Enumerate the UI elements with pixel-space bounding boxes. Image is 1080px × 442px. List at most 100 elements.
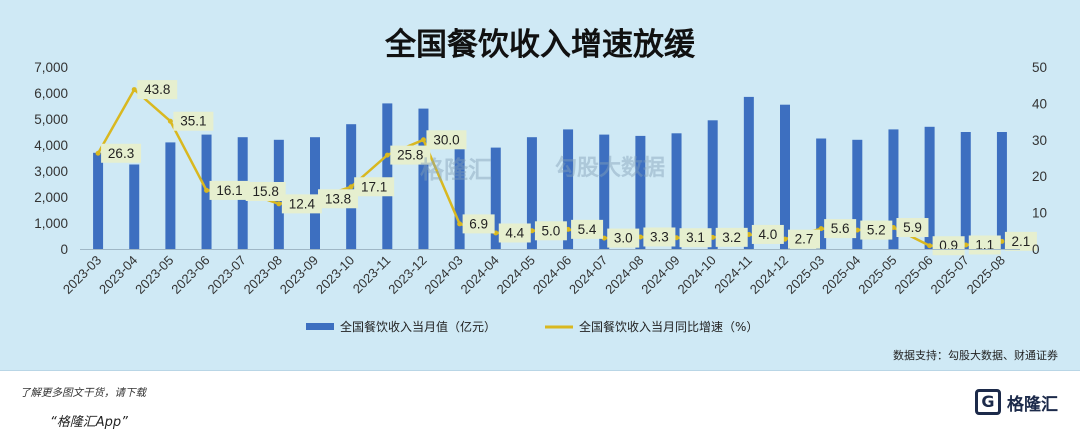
- x-tick-label: 2025-03: [783, 253, 827, 297]
- data-label-box: [498, 223, 531, 243]
- data-label: 3.0: [614, 231, 633, 246]
- data-label-box: [607, 228, 640, 248]
- data-label: 17.1: [361, 179, 387, 194]
- data-label: 3.1: [686, 230, 705, 245]
- x-tick-label: 2023-08: [241, 253, 285, 297]
- y-right-tick-label: 10: [1032, 206, 1047, 221]
- y-right-tick-label: 40: [1032, 96, 1047, 111]
- data-label: 6.9: [469, 216, 488, 231]
- data-label-box: [860, 220, 893, 240]
- brand-name: 格隆汇: [1007, 394, 1058, 415]
- x-tick-label: 2023-07: [204, 253, 248, 297]
- data-label-box: [824, 219, 857, 239]
- data-label: 30.0: [433, 132, 459, 147]
- chart-canvas: 全国餐饮收入增速放缓 26.3 43.8 35.1 16.1 15.8 12.4 13.8 1…: [34, 27, 1058, 362]
- data-label: 5.2: [867, 223, 886, 238]
- x-tick-label: 2025-05: [855, 253, 899, 297]
- legend-bar-label: 全国餐饮收入当月值（亿元）: [340, 319, 496, 334]
- x-tick-label: 2023-06: [168, 253, 212, 297]
- legend-line-label: 全国餐饮收入当月同比增速（%）: [579, 319, 758, 334]
- bar: [454, 142, 465, 249]
- bar: [888, 129, 899, 249]
- line-point: [131, 87, 137, 93]
- chart-title: 全国餐饮收入增速放缓: [384, 27, 696, 63]
- x-tick-label: 2023-12: [385, 253, 429, 297]
- x-tick-label: 2023-04: [96, 253, 140, 297]
- footer: 了解更多图文干货，请下载 “格隆汇App” G 格隆汇: [0, 370, 1080, 442]
- bar: [780, 104, 790, 249]
- x-tick-label: 2025-07: [928, 253, 972, 297]
- data-label-box: [318, 189, 358, 209]
- data-label-box: [896, 218, 929, 238]
- data-labels: 26.3 43.8 35.1 16.1 15.8 12.4 13.8 17.1 25.8 30.0…: [101, 80, 1037, 256]
- x-tick-label: 2025-06: [891, 253, 935, 297]
- bar: [526, 137, 537, 249]
- data-label: 16.1: [216, 183, 242, 198]
- line-point: [204, 187, 210, 193]
- data-label: 2.7: [795, 232, 814, 247]
- bar: [93, 152, 104, 249]
- data-label-box: [643, 227, 676, 247]
- x-axis: 2023-032023-042023-052023-062023-072023-…: [60, 249, 1020, 297]
- data-label-box: [932, 236, 965, 256]
- data-label-box: [281, 194, 322, 214]
- y-right-tick-label: 30: [1032, 133, 1047, 148]
- data-label: 0.9: [939, 238, 958, 253]
- data-label-box: [390, 145, 431, 165]
- bar: [563, 129, 574, 249]
- y-left-tick-label: 0: [60, 242, 68, 257]
- data-label-box: [751, 224, 784, 244]
- data-label-box: [715, 227, 748, 247]
- x-tick-label: 2024-12: [747, 253, 791, 297]
- data-label-box: [679, 228, 712, 248]
- y-right-tick-label: 0: [1032, 242, 1040, 257]
- data-label: 43.8: [144, 82, 170, 97]
- y-left-tick-label: 7,000: [34, 60, 68, 75]
- bar: [599, 134, 610, 249]
- line-point: [167, 118, 173, 124]
- bar: [816, 138, 827, 249]
- data-label: 25.8: [397, 148, 423, 163]
- footer-download-hint: 了解更多图文干货，请下载: [20, 387, 146, 399]
- data-label: 13.8: [325, 191, 351, 206]
- watermark-right: 勾股大数据: [555, 156, 666, 181]
- data-label-box: [788, 229, 820, 249]
- bar: [310, 137, 320, 249]
- x-tick-label: 2024-11: [711, 253, 755, 297]
- bar: [382, 103, 393, 250]
- x-tick-label: 2024-07: [566, 253, 610, 297]
- line-point: [384, 152, 390, 158]
- data-label: 1.1: [975, 237, 994, 252]
- bar: [852, 139, 863, 249]
- bar: [418, 108, 429, 249]
- data-label: 3.2: [722, 230, 741, 245]
- line-point: [95, 150, 101, 156]
- x-tick-label: 2025-04: [819, 253, 863, 297]
- x-tick-label: 2024-03: [421, 253, 465, 297]
- data-label-box: [137, 80, 178, 100]
- y-left-tick-label: 5,000: [34, 112, 68, 127]
- data-source: 数据支持：勾股大数据、财通证券: [893, 348, 1058, 362]
- bar: [996, 132, 1007, 249]
- watermark-left: 格隆汇: [420, 156, 492, 184]
- data-label: 15.8: [253, 184, 279, 199]
- y-left-tick-label: 1,000: [34, 216, 68, 231]
- bar: [960, 132, 971, 249]
- x-tick-label: 2023-09: [277, 253, 321, 297]
- data-label-box: [426, 130, 467, 150]
- data-label-box: [571, 219, 604, 239]
- data-label: 4.4: [505, 225, 524, 240]
- y-right-tick-label: 20: [1032, 169, 1047, 184]
- x-tick-label: 2024-09: [638, 253, 682, 297]
- data-label: 2.1: [1012, 234, 1031, 249]
- x-tick-label: 2024-10: [674, 253, 718, 297]
- legend-bar-swatch: [306, 323, 334, 330]
- bar: [671, 133, 682, 249]
- x-tick-label: 2023-11: [350, 253, 394, 297]
- data-label-box: [173, 111, 214, 131]
- bar: [707, 120, 718, 249]
- data-label-box: [462, 214, 495, 234]
- x-tick-label: 2024-05: [494, 253, 538, 297]
- x-tick-label: 2023-05: [132, 253, 176, 297]
